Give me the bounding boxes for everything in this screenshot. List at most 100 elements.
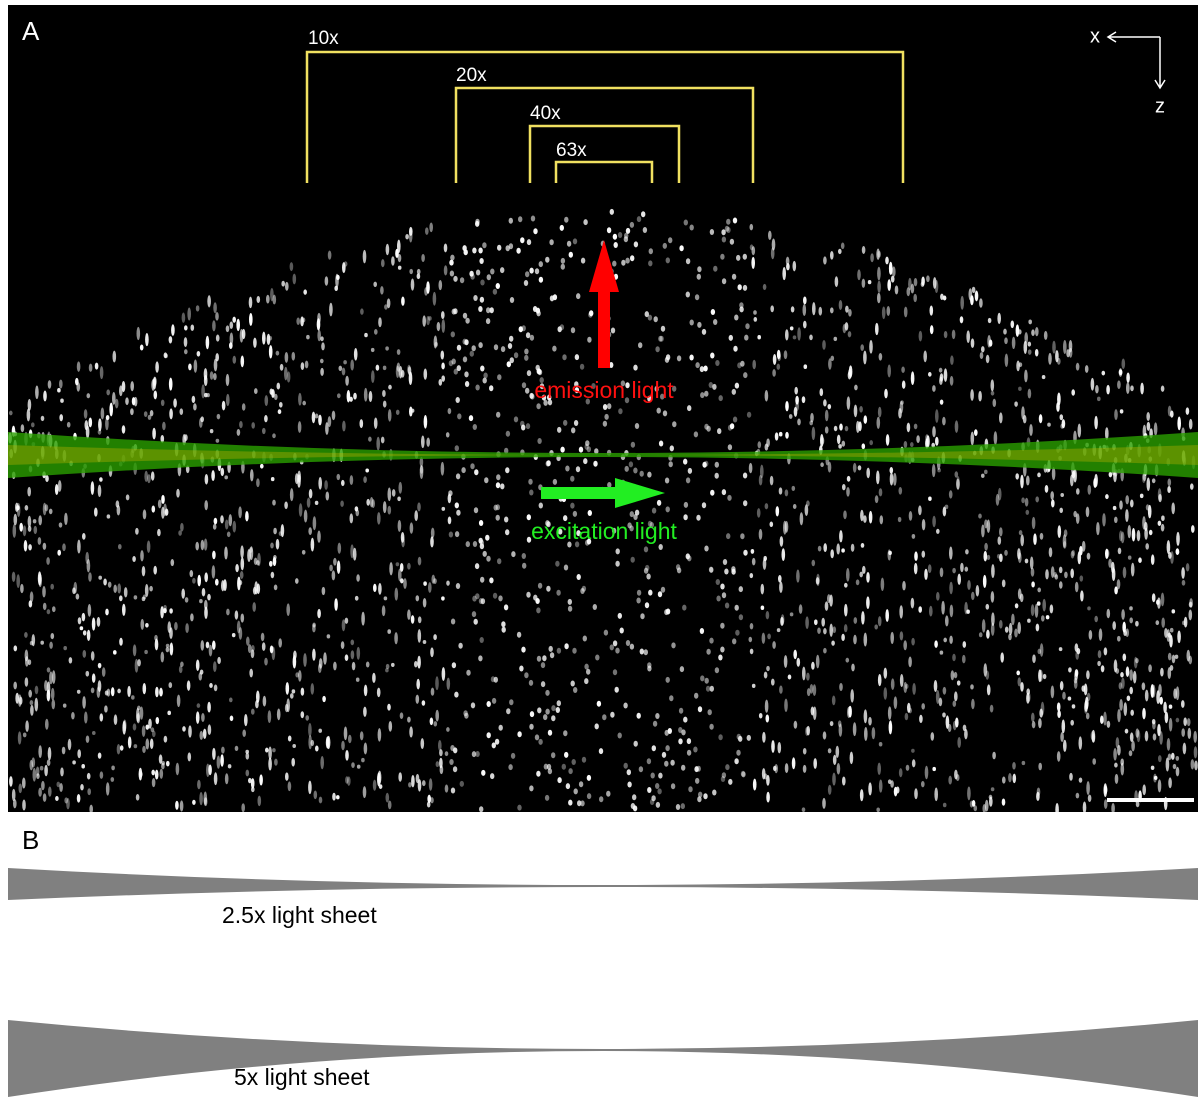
speckle bbox=[350, 513, 354, 523]
speckle bbox=[928, 372, 932, 377]
speckle bbox=[1164, 628, 1168, 638]
speckle bbox=[364, 685, 368, 696]
speckle bbox=[773, 766, 777, 771]
speckle bbox=[361, 758, 365, 762]
speckle bbox=[1020, 475, 1024, 489]
speckle bbox=[494, 505, 498, 511]
speckle bbox=[1156, 620, 1160, 625]
speckle bbox=[556, 707, 560, 713]
speckle bbox=[374, 417, 378, 428]
speckle bbox=[185, 623, 189, 633]
speckle bbox=[197, 703, 201, 708]
speckle bbox=[152, 730, 156, 737]
speckle bbox=[25, 650, 29, 662]
speckle bbox=[1045, 485, 1049, 493]
speckle bbox=[957, 737, 961, 748]
speckle bbox=[524, 672, 528, 678]
speckle bbox=[1040, 533, 1044, 540]
speckle bbox=[1146, 412, 1150, 421]
speckle bbox=[573, 511, 577, 517]
speckle bbox=[978, 391, 982, 402]
speckle bbox=[579, 447, 583, 453]
speckle bbox=[1004, 337, 1008, 344]
speckle bbox=[943, 638, 947, 643]
speckle bbox=[376, 437, 380, 451]
speckle bbox=[332, 793, 336, 801]
speckle bbox=[388, 488, 392, 502]
speckle bbox=[166, 647, 170, 652]
speckle bbox=[1190, 483, 1194, 489]
speckle bbox=[1117, 380, 1121, 389]
speckle bbox=[13, 682, 17, 690]
speckle bbox=[712, 384, 716, 390]
speckle bbox=[348, 735, 352, 743]
speckle bbox=[700, 628, 704, 634]
speckle bbox=[201, 384, 205, 398]
speckle bbox=[1014, 401, 1018, 407]
speckle bbox=[239, 580, 243, 585]
objective-label: 10x bbox=[308, 28, 339, 49]
speckle bbox=[160, 769, 164, 779]
speckle bbox=[336, 795, 340, 799]
speckle bbox=[1091, 731, 1095, 740]
speckle bbox=[1123, 567, 1127, 578]
speckle bbox=[410, 522, 414, 533]
speckle bbox=[49, 509, 53, 515]
speckle bbox=[21, 424, 25, 432]
speckle bbox=[132, 556, 136, 562]
speckle bbox=[843, 510, 847, 519]
speckle bbox=[130, 408, 134, 415]
speckle bbox=[1057, 710, 1061, 718]
speckle bbox=[439, 280, 443, 290]
speckle bbox=[1169, 705, 1173, 709]
speckle bbox=[485, 535, 489, 541]
speckle bbox=[19, 523, 23, 532]
speckle bbox=[933, 277, 937, 289]
speckle bbox=[719, 395, 723, 401]
speckle bbox=[881, 578, 885, 591]
speckle bbox=[229, 514, 233, 526]
speckle bbox=[702, 462, 706, 468]
speckle bbox=[322, 587, 326, 595]
speckle bbox=[878, 407, 882, 418]
speckle bbox=[441, 462, 445, 476]
speckle bbox=[648, 260, 652, 266]
speckle bbox=[914, 424, 918, 430]
speckle bbox=[12, 789, 16, 801]
speckle bbox=[299, 503, 303, 516]
speckle bbox=[991, 591, 995, 603]
speckle bbox=[92, 731, 96, 735]
speckle bbox=[474, 469, 478, 475]
panel-label: B bbox=[22, 825, 39, 855]
speckle bbox=[191, 324, 195, 330]
speckle bbox=[180, 662, 184, 667]
speckle bbox=[295, 578, 299, 584]
speckle bbox=[181, 588, 185, 598]
speckle bbox=[1071, 551, 1075, 559]
speckle bbox=[350, 360, 354, 371]
speckle bbox=[1057, 393, 1061, 406]
speckle bbox=[728, 425, 732, 431]
speckle bbox=[320, 756, 324, 769]
speckle bbox=[853, 722, 857, 736]
speckle bbox=[779, 487, 783, 494]
speckle bbox=[144, 411, 148, 417]
speckle bbox=[740, 361, 744, 367]
speckle bbox=[912, 759, 916, 767]
speckle bbox=[952, 330, 956, 340]
speckle bbox=[155, 361, 159, 372]
speckle bbox=[899, 768, 903, 777]
speckle bbox=[480, 577, 484, 583]
speckle bbox=[1145, 543, 1149, 550]
speckle bbox=[397, 349, 401, 355]
sheet-label: 5x light sheet bbox=[234, 1064, 370, 1090]
speckle bbox=[19, 784, 23, 794]
speckle bbox=[418, 616, 422, 623]
speckle bbox=[868, 782, 872, 795]
speckle bbox=[103, 579, 107, 586]
speckle bbox=[829, 624, 833, 637]
speckle bbox=[860, 789, 864, 801]
speckle bbox=[290, 262, 294, 271]
speckle bbox=[142, 746, 146, 753]
speckle bbox=[163, 605, 167, 611]
